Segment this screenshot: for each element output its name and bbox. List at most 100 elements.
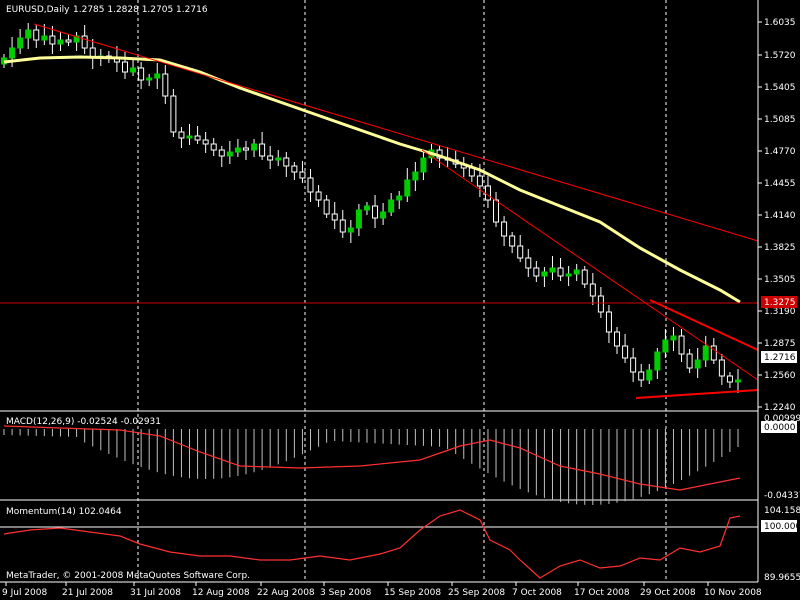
period-separators xyxy=(137,0,667,582)
last-price-tag xyxy=(761,351,797,363)
price-axis-ticks: 1.6035 1.5720 1.5405 1.5085 1.4770 1.4455 1.41… xyxy=(758,18,796,413)
bear-candle xyxy=(557,267,564,277)
chart-title-symbol: EURUSD,Daily xyxy=(6,5,70,15)
bear-candle xyxy=(323,199,330,215)
date-axis-ticks: 9 Jul 2008 21 Jul 2008 31 Jul 2008 12 Aug 2… xyxy=(2,582,762,598)
bull-candle xyxy=(355,209,362,229)
price-tick-label: 1.2240 xyxy=(764,403,796,413)
bull-candle xyxy=(275,157,282,161)
bull-candle xyxy=(17,37,24,49)
momentum-title: Momentum(14) 102.0464 xyxy=(6,507,122,517)
bull-candle xyxy=(380,211,387,219)
date-tick-label: 10 Nov 2008 xyxy=(704,588,762,598)
bear-candle xyxy=(33,29,40,41)
price-tick-label: 1.5085 xyxy=(764,115,796,125)
bear-candle xyxy=(605,311,612,333)
bull-candle xyxy=(396,195,403,201)
bear-candle xyxy=(678,335,685,355)
momentum-100-label: 100.0000 xyxy=(764,522,800,532)
bull-candle xyxy=(347,227,354,233)
bull-candle xyxy=(412,171,419,181)
macd-zero-tag xyxy=(761,421,797,433)
price-axis[interactable]: 1.6035 1.5720 1.5405 1.5085 1.4770 1.4455 1.41… xyxy=(757,0,800,583)
trendline-middle[interactable] xyxy=(421,149,759,381)
bull-candle xyxy=(420,157,427,173)
trendline-support[interactable] xyxy=(635,389,759,399)
bear-candle xyxy=(726,375,733,383)
date-tick-label: 31 Jul 2008 xyxy=(130,588,181,598)
bear-candle xyxy=(501,221,508,237)
bear-candle xyxy=(210,143,217,151)
macd-panel[interactable]: MACD(12,26,9) -0.02524 -0.02931 xyxy=(0,417,758,505)
date-axis[interactable]: 9 Jul 2008 21 Jul 2008 31 Jul 2008 12 Aug 2… xyxy=(0,581,762,598)
bull-candle xyxy=(735,379,741,383)
bear-candle xyxy=(581,269,588,285)
bear-candle xyxy=(509,235,516,247)
price-tick-label: 1.4455 xyxy=(764,179,796,189)
bear-candle xyxy=(178,131,185,139)
bear-candle xyxy=(218,149,225,157)
bear-candle xyxy=(307,177,314,193)
bear-candle xyxy=(170,95,177,133)
bear-candle xyxy=(525,257,532,269)
price-tick-label: 1.6035 xyxy=(764,18,796,28)
hline-price-tag xyxy=(761,296,797,308)
bull-candle xyxy=(404,179,411,197)
price-tick-label: 1.2875 xyxy=(764,339,796,349)
bull-candle xyxy=(573,269,580,275)
macd-top-label: 0.00999 xyxy=(764,414,800,424)
momentum-100-tag xyxy=(761,520,797,532)
moving-average-line xyxy=(3,55,741,304)
bull-candle xyxy=(234,147,241,153)
macd-zero-label: 0.0000 xyxy=(764,423,796,433)
momentum-panel[interactable]: Momentum(14) 102.0464 MetaTrader, © 2001… xyxy=(0,507,758,581)
bull-candle xyxy=(694,359,701,369)
date-tick-label: 3 Sep 2008 xyxy=(320,588,372,598)
price-tick-label: 1.4140 xyxy=(764,211,796,221)
bear-candle xyxy=(291,165,298,173)
price-tick-label: 1.2560 xyxy=(764,371,796,381)
bull-candle xyxy=(154,73,161,79)
price-tick-label: 1.3825 xyxy=(764,243,796,253)
price-tick-label: 1.4770 xyxy=(764,147,796,157)
bear-candle xyxy=(283,157,290,167)
bull-candle xyxy=(646,369,653,381)
main-chart-panel[interactable]: EURUSD,Daily 1.2785 1.2828 1.2705 1.2716 xyxy=(0,0,759,582)
date-tick-label: 22 Aug 2008 xyxy=(257,588,315,598)
date-tick-label: 15 Sep 2008 xyxy=(384,588,441,598)
bear-candle xyxy=(622,345,629,359)
chart-ohlc-values: 1.2785 1.2828 1.2705 1.2716 xyxy=(73,5,208,15)
bull-candle xyxy=(73,35,80,43)
price-tick-label: 1.5720 xyxy=(764,51,796,61)
bear-candle xyxy=(138,67,145,81)
bull-candle xyxy=(9,47,16,59)
bear-candle xyxy=(686,353,693,369)
bull-candle xyxy=(388,199,395,213)
bear-candle xyxy=(267,155,274,161)
bear-candle xyxy=(597,295,604,313)
bear-candle xyxy=(638,371,645,381)
bull-candle xyxy=(41,35,48,41)
momentum-line xyxy=(3,509,741,579)
bear-candle xyxy=(589,283,596,297)
bear-candle xyxy=(299,171,306,179)
bear-candle xyxy=(49,35,56,45)
trendline-upper[interactable] xyxy=(33,23,759,242)
trendline-resistance[interactable] xyxy=(649,299,759,351)
date-tick-label: 7 Oct 2008 xyxy=(512,588,562,598)
bear-candle xyxy=(476,175,483,187)
bull-candle xyxy=(654,351,661,371)
bear-candle xyxy=(242,147,249,151)
bear-candle xyxy=(484,185,491,201)
bear-candle xyxy=(718,359,725,377)
bear-candle xyxy=(331,213,338,221)
bull-candle xyxy=(226,151,233,157)
macd-signal-line xyxy=(3,425,741,491)
bull-candle xyxy=(363,205,370,211)
bull-candle xyxy=(565,273,572,277)
bull-candle xyxy=(57,39,64,45)
macd-title: MACD(12,26,9) -0.02524 -0.02931 xyxy=(6,417,161,427)
bear-candle xyxy=(517,245,524,259)
date-tick-label: 21 Jul 2008 xyxy=(62,588,113,598)
bull-candle xyxy=(251,143,258,151)
